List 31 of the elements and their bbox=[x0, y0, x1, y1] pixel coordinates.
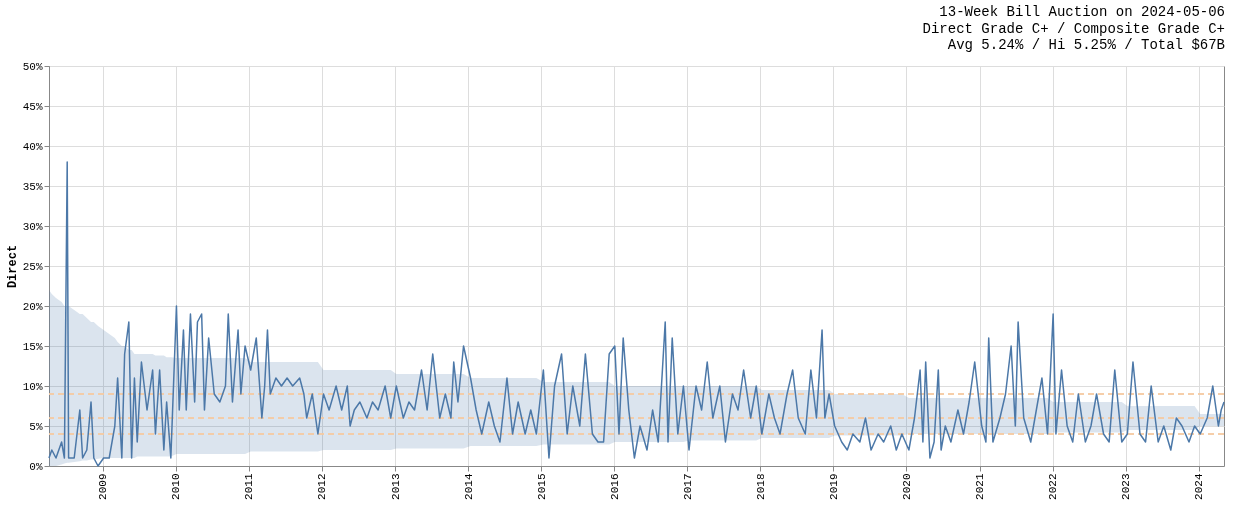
x-tick-label: 2016 bbox=[608, 473, 621, 500]
y-tick-label: 15% bbox=[22, 340, 43, 353]
x-tick-label: 2017 bbox=[681, 473, 694, 500]
x-tick-label: 2015 bbox=[535, 473, 548, 500]
x-tick-label: 2013 bbox=[389, 473, 402, 500]
x-tick-label: 2018 bbox=[754, 473, 767, 500]
x-tick-label: 2023 bbox=[1120, 473, 1133, 500]
x-tick-label: 2020 bbox=[900, 473, 913, 500]
x-tick-label: 2024 bbox=[1193, 473, 1206, 500]
y-tick-label: 5% bbox=[29, 420, 43, 433]
x-tick-label: 2021 bbox=[974, 473, 987, 500]
x-tick-label: 2009 bbox=[97, 473, 110, 500]
x-tick-label: 2019 bbox=[827, 473, 840, 500]
text: Avg 5.24% / Hi 5.25% / Total $67B bbox=[947, 37, 1225, 53]
y-tick-label: 0% bbox=[29, 460, 43, 473]
text: Direct Grade C+ / Composite Grade C+ bbox=[922, 21, 1225, 37]
x-tick-label: 2010 bbox=[170, 473, 183, 500]
y-tick-label: 35% bbox=[22, 180, 43, 193]
x-tick-label: 2022 bbox=[1047, 473, 1060, 500]
y-axis-title: Direct bbox=[5, 244, 20, 289]
chart-title: 13-Week Bill Auction on 2024-05-06 bbox=[939, 4, 1225, 20]
x-tick-label: 2011 bbox=[243, 473, 256, 500]
y-tick-label: 40% bbox=[22, 140, 43, 153]
y-tick-label: 25% bbox=[22, 260, 43, 273]
y-tick-label: 45% bbox=[22, 100, 43, 113]
y-tick-label: 20% bbox=[22, 300, 43, 313]
y-tick-label: 50% bbox=[22, 60, 43, 73]
x-tick-label: 2014 bbox=[462, 473, 475, 500]
x-tick-label: 2012 bbox=[316, 473, 329, 500]
y-tick-label: 10% bbox=[22, 380, 43, 393]
y-tick-label: 30% bbox=[22, 220, 43, 233]
